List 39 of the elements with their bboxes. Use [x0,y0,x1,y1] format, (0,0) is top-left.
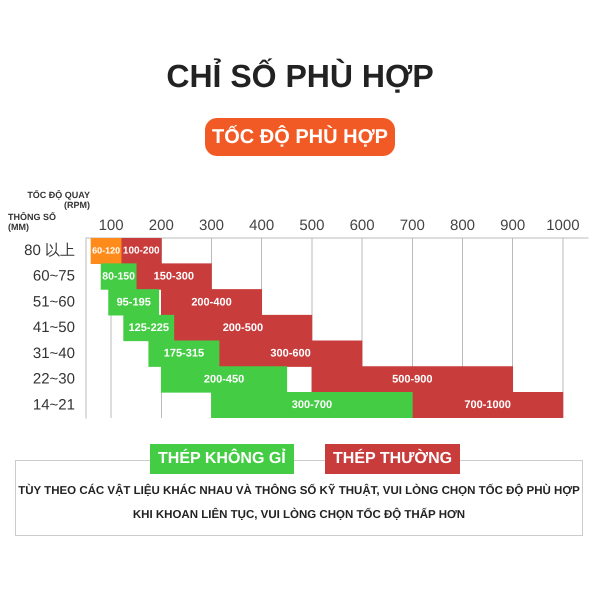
data-label: 500-900 [392,373,432,386]
data-label: 200-500 [222,322,264,334]
text: KHI KHOAN LIÊN TỤC, VUI LÒNG CHỌN TỐC ĐỘ THẤP HƠN [132,506,466,523]
chart-title: CHỈ SỐ PHÙ HỢP [165,58,435,95]
data-label: 300-600 [270,348,311,360]
data-label: 125-225 [128,322,169,334]
series-label: THÉP KHÔNG GỈ [150,444,294,474]
x-tick-label: 300 [198,217,224,234]
data-label: 95-195 [116,296,151,308]
y-tick-label: 51~60 [32,293,75,310]
series-label: THÉP THƯỜNG [325,444,460,474]
data-label: 200-400 [191,296,232,308]
data-label: 80-150 [102,270,136,282]
chart-subtitle: TỐC ĐỘ PHÙ HỢP [205,118,395,156]
text: TÙY THEO CÁC VẬT LIỆU KHÁC NHAU VÀ THÔNG SỐ KỸ THUẬT, VUI LÒNG CHỌN TỐC ĐỘ PHÙ HỢP [17,482,581,499]
data-label: 700-1000 [464,399,511,412]
x-tick-label: 100 [98,217,124,234]
data-label: 150-300 [154,270,194,283]
data-label: 200-450 [204,373,244,386]
x-axis-title: TỐC ĐỘ QUAY (RPM) [26,190,90,210]
y-tick-label: 31~40 [32,344,75,362]
y-tick-label: 80 以上 [24,242,75,259]
x-tick-label: 800 [450,217,476,234]
data-label: 175-315 [164,348,204,360]
data-label: 300-700 [292,399,332,412]
y-tick-label: 14~21 [32,396,75,414]
y-axis-title: THÔNG SỐ (MM) [8,212,58,232]
x-tick-label: 1000 [546,217,580,234]
x-tick-label: 900 [500,217,526,234]
y-tick-label: 60~75 [32,268,75,285]
x-tick-label: 600 [350,217,375,234]
x-tick-label: 700 [400,217,425,234]
y-tick-label: 22~30 [32,370,75,388]
data-label: 60-120 [92,245,120,256]
x-tick-label: 200 [148,217,174,234]
data-label: 100-200 [122,246,160,257]
y-tick-label: 41~50 [32,319,75,336]
x-tick-label: 400 [249,217,274,234]
x-tick-label: 500 [299,217,324,234]
